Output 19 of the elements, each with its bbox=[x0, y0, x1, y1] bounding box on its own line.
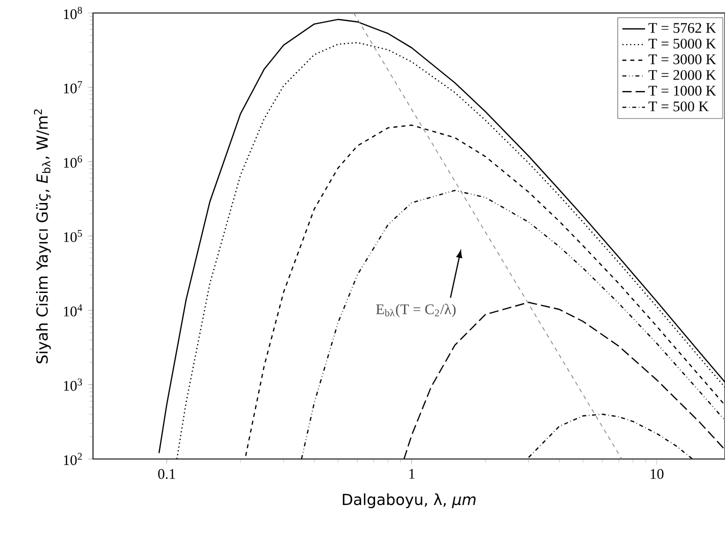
y-tick-label: 10$^{5}$ bbox=[64, 230, 82, 242]
legend-label: T = 1000 K bbox=[648, 86, 716, 96]
y-tick-label: 10$^{4}$ bbox=[64, 304, 82, 316]
x-tick-label: 0.1 bbox=[158, 469, 175, 479]
legend-label: T = 500 K bbox=[648, 101, 709, 112]
legend-label: T = 5000 K bbox=[648, 38, 716, 49]
y-tick-label: 10$^{6}$ bbox=[64, 156, 82, 168]
legend-label: T = 3000 K bbox=[648, 54, 716, 64]
y-tick-label: 10$^{8}$ bbox=[64, 6, 82, 20]
x-tick-label: 1 bbox=[409, 469, 414, 479]
y-tick-label: 10$^{2}$ bbox=[64, 452, 82, 466]
x-tick-label: 10 bbox=[650, 469, 664, 479]
y-axis-title: Siyah Cisim Yayıcı Güç, E$_{bλ}$, W/m$^{2}$ bbox=[34, 109, 51, 364]
x-axis-title: Dalgaboyu, λ, μm bbox=[342, 493, 476, 508]
legend-label: T = 2000 K bbox=[648, 70, 716, 80]
legend-label: T = 5762 K bbox=[648, 23, 716, 33]
annotation: E$_{bλ}$(T = C$_{2}$/λ) bbox=[376, 304, 456, 318]
y-tick-label: 10$^{3}$ bbox=[64, 378, 82, 391]
y-tick-label: 10$^{7}$ bbox=[64, 81, 82, 94]
